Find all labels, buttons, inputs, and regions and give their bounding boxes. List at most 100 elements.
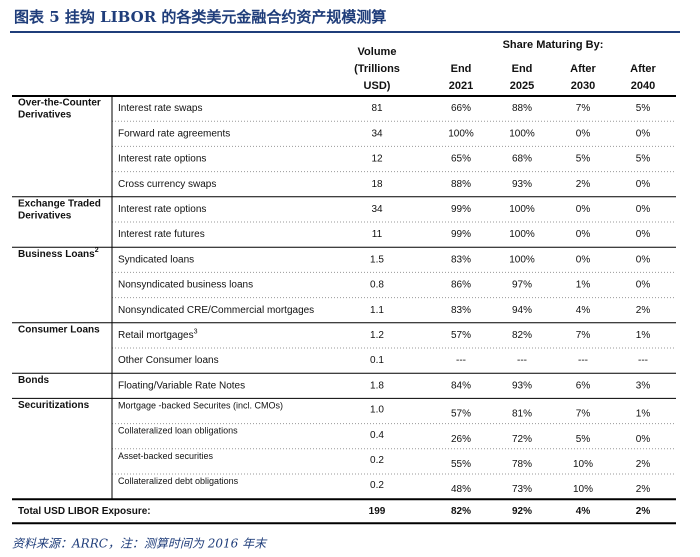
row-share: 6% xyxy=(576,380,591,391)
row-share: 2% xyxy=(576,179,591,190)
row-volume: 1.8 xyxy=(370,380,384,391)
row-share: 83% xyxy=(451,254,471,265)
total-label: Total USD LIBOR Exposure: xyxy=(18,506,151,517)
row-volume: 1.1 xyxy=(370,305,384,316)
row-share: 100% xyxy=(509,254,535,265)
row-share: 48% xyxy=(451,484,471,495)
total-share: 92% xyxy=(512,506,532,517)
row-volume: 12 xyxy=(371,154,383,165)
row-item: Collateralized debt obligations xyxy=(118,476,239,486)
share-group-header: Share Maturing By: xyxy=(503,39,604,51)
column-header: End xyxy=(512,63,533,75)
row-item: Mortgage -backed Securites (incl. CMOs) xyxy=(118,400,283,410)
column-header: 2021 xyxy=(449,80,473,92)
row-share: 88% xyxy=(451,179,471,190)
row-share: 5% xyxy=(576,154,591,165)
row-share: 78% xyxy=(512,459,532,470)
column-header: End xyxy=(451,63,472,75)
row-share: 0% xyxy=(576,204,591,215)
row-item: Nonsyndicated CRE/Commercial mortgages xyxy=(118,305,314,316)
total-share: 82% xyxy=(451,506,471,517)
volume-header: USD) xyxy=(364,80,391,92)
row-share: --- xyxy=(578,355,588,366)
row-share: --- xyxy=(638,355,648,366)
row-share: 100% xyxy=(509,229,535,240)
row-volume: 0.1 xyxy=(370,355,384,366)
row-share: 1% xyxy=(576,280,591,291)
row-share: 84% xyxy=(451,380,471,391)
column-header: After xyxy=(630,63,656,75)
row-volume: 0.2 xyxy=(370,480,384,491)
row-share: 73% xyxy=(512,484,532,495)
group-label: Business Loans2 xyxy=(18,247,99,260)
row-share: 94% xyxy=(512,305,532,316)
footnote-mark: 3 xyxy=(194,328,198,335)
row-item: Asset-backed securities xyxy=(118,451,214,461)
row-share: 0% xyxy=(636,229,651,240)
volume-header: (Trillions xyxy=(354,63,400,75)
row-item: Cross currency swaps xyxy=(118,179,216,190)
row-share: 3% xyxy=(636,380,651,391)
row-share: 72% xyxy=(512,434,532,445)
row-share: 68% xyxy=(512,154,532,165)
row-volume: 34 xyxy=(371,204,383,215)
row-share: --- xyxy=(517,355,527,366)
group-label: Bonds xyxy=(18,375,50,386)
row-item: Interest rate swaps xyxy=(118,103,202,114)
row-volume: 1.0 xyxy=(370,405,384,416)
row-share: 26% xyxy=(451,434,471,445)
row-volume: 18 xyxy=(371,179,383,190)
row-share: 82% xyxy=(512,330,532,341)
source: 资料来源：ARRC，注：测算时间为 2016 年末 xyxy=(12,537,268,551)
row-volume: 1.5 xyxy=(370,254,384,265)
row-share: 93% xyxy=(512,380,532,391)
row-share: 2% xyxy=(636,484,651,495)
row-share: 0% xyxy=(636,280,651,291)
row-share: 10% xyxy=(573,459,593,470)
row-share: 1% xyxy=(636,409,651,420)
row-share: 5% xyxy=(636,103,651,114)
row-share: 93% xyxy=(512,179,532,190)
footnote-mark: 2 xyxy=(95,247,99,254)
row-share: 10% xyxy=(573,484,593,495)
row-share: 55% xyxy=(451,459,471,470)
row-volume: 34 xyxy=(371,128,383,139)
title: 图表 5 挂钩 LIBOR 的各类美元金融合约资产规模测算 xyxy=(14,8,386,26)
row-share: 99% xyxy=(451,204,471,215)
row-volume: 0.8 xyxy=(370,280,384,291)
group-label: Exchange Traded xyxy=(18,198,101,209)
row-share: 97% xyxy=(512,280,532,291)
total-share: 2% xyxy=(636,506,651,517)
row-share: 57% xyxy=(451,330,471,341)
row-share: 0% xyxy=(636,254,651,265)
title-rule xyxy=(10,31,680,33)
total-share: 4% xyxy=(576,506,591,517)
volume-header: Volume xyxy=(358,46,397,58)
row-volume: 81 xyxy=(371,103,383,114)
row-share: 99% xyxy=(451,229,471,240)
row-share: 5% xyxy=(576,434,591,445)
row-item: Retail mortgages3 xyxy=(118,328,198,341)
row-item: Forward rate agreements xyxy=(118,128,230,139)
row-share: 7% xyxy=(576,330,591,341)
row-volume: 0.4 xyxy=(370,430,384,441)
group-label: Over-the-Counter xyxy=(18,98,101,109)
row-share: 0% xyxy=(576,254,591,265)
row-share: 88% xyxy=(512,103,532,114)
column-header: After xyxy=(570,63,596,75)
row-share: 7% xyxy=(576,409,591,420)
row-share: 4% xyxy=(576,305,591,316)
row-item: Nonsyndicated business loans xyxy=(118,280,253,291)
row-share: 7% xyxy=(576,103,591,114)
row-item: Syndicated loans xyxy=(118,254,194,265)
row-item: Collateralized loan obligations xyxy=(118,426,238,436)
group-label: Consumer Loans xyxy=(18,324,100,335)
column-header: 2040 xyxy=(631,80,655,92)
row-share: 100% xyxy=(448,128,474,139)
row-share: 65% xyxy=(451,154,471,165)
row-share: 100% xyxy=(509,128,535,139)
row-item: Interest rate futures xyxy=(118,229,205,240)
row-share: 81% xyxy=(512,409,532,420)
row-volume: 1.2 xyxy=(370,330,384,341)
row-share: 0% xyxy=(576,128,591,139)
